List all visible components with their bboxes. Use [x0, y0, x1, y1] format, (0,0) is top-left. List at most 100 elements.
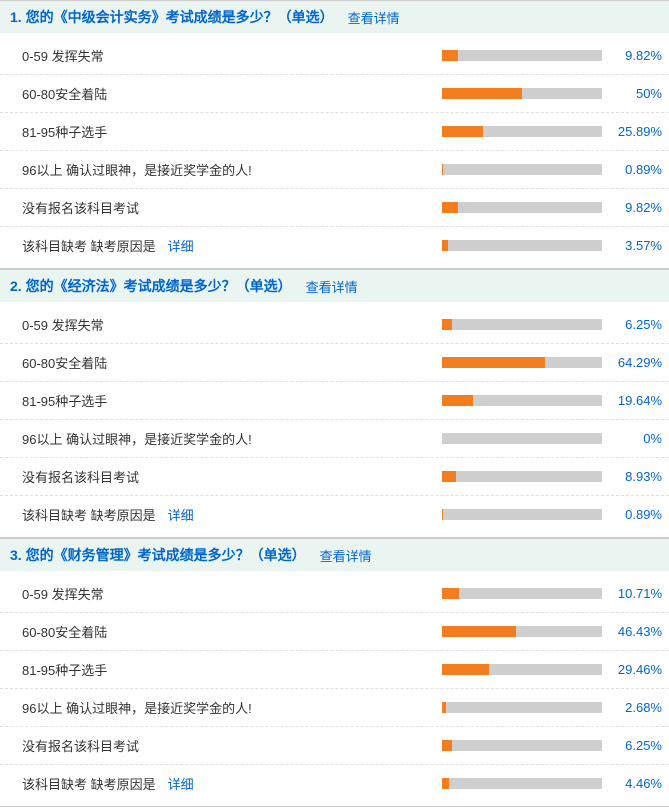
- bar-track: [442, 471, 602, 482]
- bar-fill: [442, 664, 489, 675]
- question-header: 1. 您的《中级会计实务》考试成绩是多少？（单选） 查看详情: [0, 0, 669, 33]
- bar-cell: [442, 588, 602, 599]
- bar-cell: [442, 433, 602, 444]
- bar-cell: [442, 88, 602, 99]
- bar-fill: [442, 702, 446, 713]
- inline-detail-link[interactable]: 详细: [168, 777, 194, 792]
- bar-fill: [442, 471, 456, 482]
- options-list: 0-59 发挥失常6.25%60-80安全着陆64.29%81-95种子选手19…: [0, 302, 669, 537]
- option-label: 81-95种子选手: [22, 122, 442, 141]
- option-row: 该科目缺考 缺考原因是详细4.46%: [0, 764, 669, 802]
- option-label: 该科目缺考 缺考原因是详细: [22, 505, 442, 524]
- option-label-text: 0-59 发挥失常: [22, 49, 104, 64]
- option-row: 96以上 确认过眼神，是接近奖学金的人! 0.89%: [0, 150, 669, 188]
- option-row: 60-80安全着陆46.43%: [0, 612, 669, 650]
- bar-cell: [442, 626, 602, 637]
- bar-track: [442, 509, 602, 520]
- option-label-text: 96以上 确认过眼神，是接近奖学金的人!: [22, 432, 252, 447]
- bar-track: [442, 664, 602, 675]
- bar-track: [442, 88, 602, 99]
- question-title-wrap: 3. 您的《财务管理》考试成绩是多少？（单选）: [10, 545, 306, 565]
- bar-fill: [442, 588, 459, 599]
- percent-value: 46.43%: [602, 624, 662, 639]
- inline-detail-link[interactable]: 详细: [168, 239, 194, 254]
- bar-track: [442, 778, 602, 789]
- percent-value: 0.89%: [602, 162, 662, 177]
- percent-value: 0%: [602, 431, 662, 446]
- bar-cell: [442, 50, 602, 61]
- percent-value: 29.46%: [602, 662, 662, 677]
- bar-fill: [442, 88, 522, 99]
- option-row: 0-59 发挥失常9.82%: [0, 37, 669, 74]
- option-row: 该科目缺考 缺考原因是详细 0.89%: [0, 495, 669, 533]
- question-title-wrap: 1. 您的《中级会计实务》考试成绩是多少？（单选）: [10, 7, 334, 27]
- bar-track: [442, 164, 602, 175]
- option-label: 0-59 发挥失常: [22, 315, 442, 334]
- bar-track: [442, 50, 602, 61]
- bar-track: [442, 588, 602, 599]
- question-block: 3. 您的《财务管理》考试成绩是多少？（单选） 查看详情 0-59 发挥失常10.7…: [0, 538, 669, 807]
- percent-value: 8.93%: [602, 469, 662, 484]
- bar-fill: [442, 240, 448, 251]
- option-row: 0-59 发挥失常 6.25%: [0, 306, 669, 343]
- option-label: 0-59 发挥失常: [22, 584, 442, 603]
- survey-results: 1. 您的《中级会计实务》考试成绩是多少？（单选）查看详情0-59 发挥失常9.…: [0, 0, 669, 807]
- option-row: 81-95种子选手25.89%: [0, 112, 669, 150]
- percent-value: 6.25%: [602, 317, 662, 332]
- question-header: 2. 您的《经济法》考试成绩是多少？（单选） 查看详情: [0, 269, 669, 302]
- bar-track: [442, 702, 602, 713]
- option-label-text: 该科目缺考 缺考原因是: [22, 508, 156, 523]
- bar-track: [442, 126, 602, 137]
- question-title: 您的《中级会计实务》考试成绩是多少？（单选）: [26, 9, 334, 25]
- question-title-wrap: 2. 您的《经济法》考试成绩是多少？（单选）: [10, 276, 292, 296]
- inline-detail-link[interactable]: 详细: [168, 508, 194, 523]
- bar-fill: [442, 202, 458, 213]
- bar-fill: [442, 50, 458, 61]
- bar-fill: [442, 319, 452, 330]
- bar-cell: [442, 319, 602, 330]
- option-row: 96以上 确认过眼神，是接近奖学金的人! 2.68%: [0, 688, 669, 726]
- option-row: 0-59 发挥失常10.71%: [0, 575, 669, 612]
- option-row: 没有报名该科目考试 9.82%: [0, 188, 669, 226]
- bar-cell: [442, 740, 602, 751]
- bar-cell: [442, 702, 602, 713]
- bar-cell: [442, 664, 602, 675]
- percent-value: 2.68%: [602, 700, 662, 715]
- percent-value: 0.89%: [602, 507, 662, 522]
- percent-value: 4.46%: [602, 776, 662, 791]
- option-label: 81-95种子选手: [22, 391, 442, 410]
- option-label: 81-95种子选手: [22, 660, 442, 679]
- option-label-text: 该科目缺考 缺考原因是: [22, 239, 156, 254]
- bar-cell: [442, 778, 602, 789]
- bar-fill: [442, 626, 516, 637]
- bar-cell: [442, 471, 602, 482]
- bar-fill: [442, 357, 545, 368]
- option-label: 96以上 确认过眼神，是接近奖学金的人!: [22, 160, 442, 179]
- question-block: 2. 您的《经济法》考试成绩是多少？（单选） 查看详情 0-59 发挥失常 6.25%…: [0, 269, 669, 538]
- option-label-text: 81-95种子选手: [22, 663, 107, 678]
- percent-value: 6.25%: [602, 738, 662, 753]
- view-details-link[interactable]: 查看详情: [320, 546, 372, 565]
- question-header: 3. 您的《财务管理》考试成绩是多少？（单选） 查看详情: [0, 538, 669, 571]
- bar-cell: [442, 240, 602, 251]
- bar-track: [442, 433, 602, 444]
- percent-value: 9.82%: [602, 200, 662, 215]
- option-row: 该科目缺考 缺考原因是详细3.57%: [0, 226, 669, 264]
- view-details-link[interactable]: 查看详情: [348, 8, 400, 27]
- question-block: 1. 您的《中级会计实务》考试成绩是多少？（单选）查看详情0-59 发挥失常9.…: [0, 0, 669, 269]
- bar-fill: [442, 509, 443, 520]
- option-label-text: 没有报名该科目考试: [22, 201, 139, 216]
- option-row: 96以上 确认过眼神，是接近奖学金的人! 0%: [0, 419, 669, 457]
- option-label: 96以上 确认过眼神，是接近奖学金的人!: [22, 429, 442, 448]
- option-label: 96以上 确认过眼神，是接近奖学金的人!: [22, 698, 442, 717]
- bar-track: [442, 357, 602, 368]
- option-row: 没有报名该科目考试8.93%: [0, 457, 669, 495]
- option-label: 60-80安全着陆: [22, 353, 442, 372]
- bar-track: [442, 626, 602, 637]
- question-number: 2.: [10, 278, 22, 294]
- view-details-link[interactable]: 查看详情: [306, 277, 358, 296]
- option-label: 没有报名该科目考试: [22, 198, 442, 217]
- bar-track: [442, 240, 602, 251]
- question-number: 3.: [10, 547, 22, 563]
- bar-fill: [442, 778, 449, 789]
